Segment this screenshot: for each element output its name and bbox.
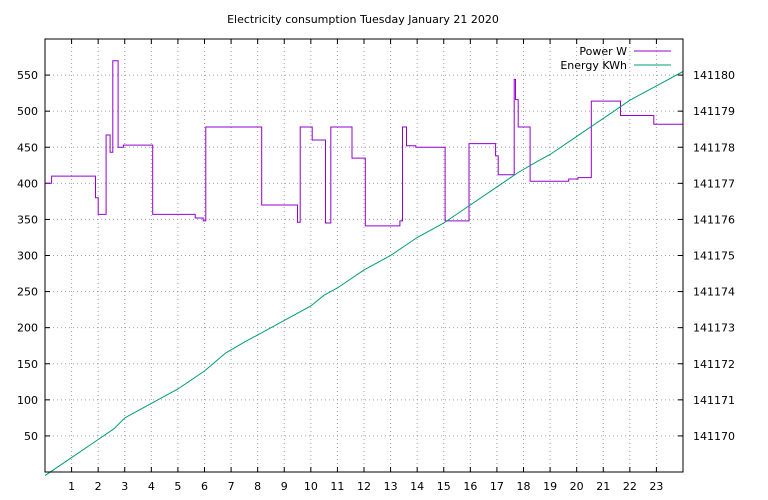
x-tick-label: 12 xyxy=(357,480,371,493)
y-tick-label: 350 xyxy=(17,213,38,226)
x-tick-label: 22 xyxy=(623,480,637,493)
x-tick-label: 3 xyxy=(121,480,128,493)
y2-tick-label: 141178 xyxy=(693,141,735,154)
legend-label-energy-kwh: Energy KWh xyxy=(560,59,627,72)
x-tick-label: 6 xyxy=(201,480,208,493)
y2-tick-label: 141174 xyxy=(693,286,735,299)
series-line-power-w xyxy=(45,60,684,227)
legend-label-power-w: Power W xyxy=(579,45,627,58)
x-tick-label: 15 xyxy=(437,480,451,493)
y2-tick-label: 141176 xyxy=(693,213,735,226)
x-tick-label: 23 xyxy=(649,480,663,493)
x-tick-label: 4 xyxy=(148,480,155,493)
y2-tick-label: 141180 xyxy=(693,69,735,82)
series-lines xyxy=(44,60,684,477)
x-tick-label: 14 xyxy=(410,480,424,493)
y-tick-label: 500 xyxy=(17,105,38,118)
y-tick-label: 550 xyxy=(17,69,38,82)
grid xyxy=(45,39,683,472)
plot-frame xyxy=(44,38,684,473)
x-tick-label: 1 xyxy=(68,480,75,493)
x-tick-label: 9 xyxy=(281,480,288,493)
x-tick-label: 8 xyxy=(254,480,261,493)
y2-tick-label: 141173 xyxy=(693,322,735,335)
x-tick-label: 16 xyxy=(463,480,477,493)
y2-tick-label: 141170 xyxy=(693,430,735,443)
y2-tick-label: 141172 xyxy=(693,358,735,371)
x-tick-label: 5 xyxy=(174,480,181,493)
y2-tick-label: 141177 xyxy=(693,177,735,190)
x-tick-label: 21 xyxy=(596,480,610,493)
x-tick-label: 10 xyxy=(304,480,318,493)
y2-tick-label: 141175 xyxy=(693,250,735,263)
x-tick-label: 19 xyxy=(543,480,557,493)
x-tick-label: 18 xyxy=(517,480,531,493)
y-tick-label: 250 xyxy=(17,286,38,299)
series-line-energy-kwh xyxy=(44,71,684,477)
x-tick-label: 13 xyxy=(384,480,398,493)
chart-title: Electricity consumption Tuesday January … xyxy=(227,13,499,26)
y-tick-label: 50 xyxy=(24,430,38,443)
axes: 1 2 3 4 5 6 7 8 9 10 11 12 13 14 15 16 17 18 19 20 21 22 23501… xyxy=(17,39,735,493)
y-tick-label: 100 xyxy=(17,394,38,407)
x-tick-label: 2 xyxy=(95,480,102,493)
y-tick-label: 200 xyxy=(17,322,38,335)
y-tick-label: 150 xyxy=(17,358,38,371)
y2-tick-label: 141171 xyxy=(693,394,735,407)
y-tick-label: 450 xyxy=(17,141,38,154)
x-tick-label: 11 xyxy=(330,480,344,493)
y2-tick-label: 141179 xyxy=(693,105,735,118)
y-tick-label: 400 xyxy=(17,177,38,190)
x-tick-label: 7 xyxy=(228,480,235,493)
y-tick-label: 300 xyxy=(17,250,38,263)
x-tick-label: 20 xyxy=(570,480,584,493)
x-tick-label: 17 xyxy=(490,480,504,493)
